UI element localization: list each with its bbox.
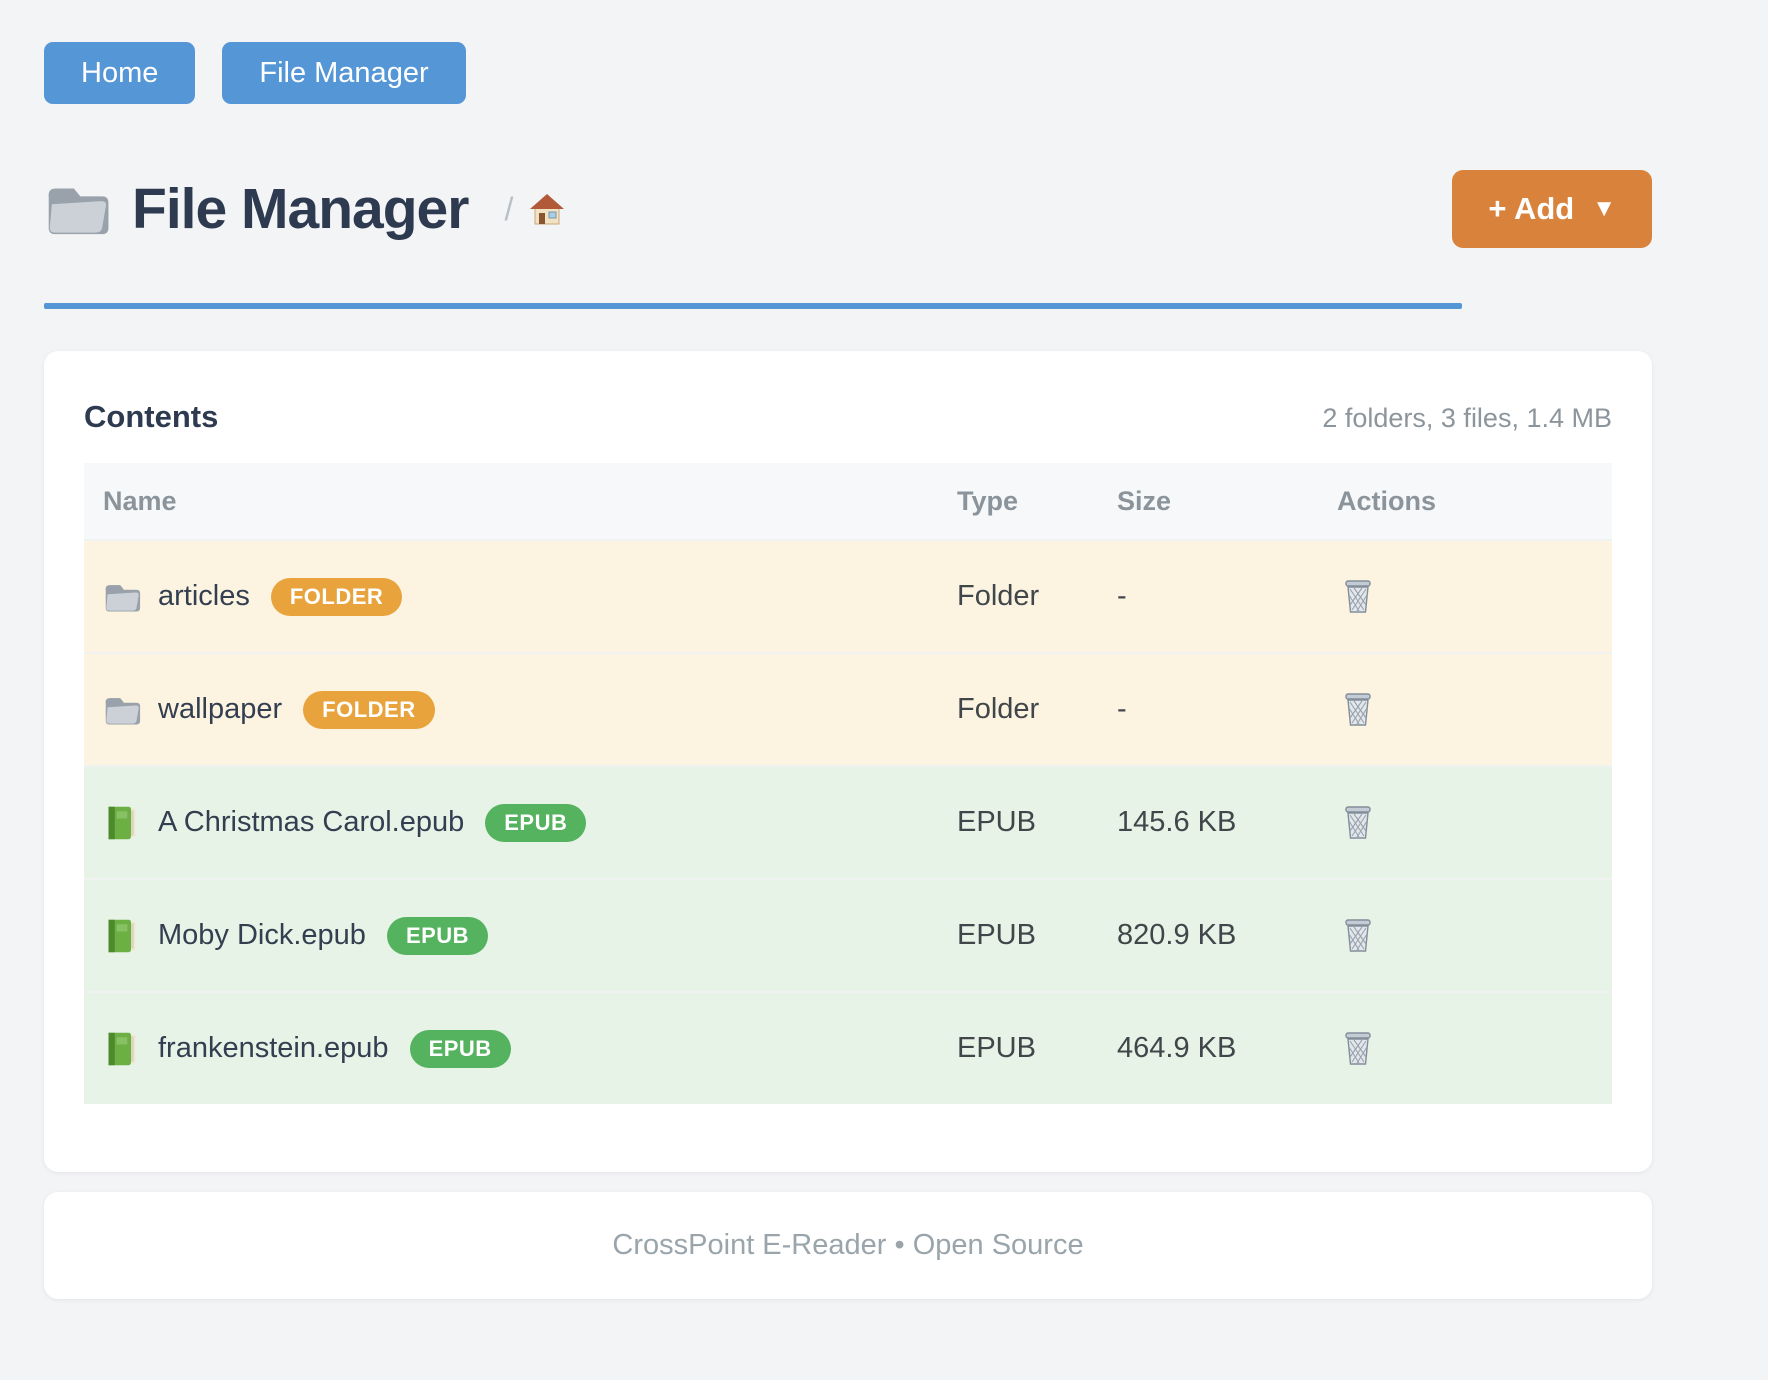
column-header-size: Size (1117, 485, 1172, 516)
column-header-type: Type (957, 485, 1019, 516)
file-name-link[interactable]: Moby Dick.epub (158, 919, 366, 951)
delete-button[interactable] (1341, 804, 1375, 841)
folder-badge: FOLDER (303, 690, 435, 729)
trash-icon (1345, 693, 1371, 726)
contents-card-header: Contents 2 folders, 3 files, 1.4 MB (84, 391, 1612, 463)
size-cell: 820.9 KB (1117, 919, 1237, 951)
header-divider (44, 303, 1462, 309)
house-icon[interactable] (527, 189, 567, 229)
file-name-link[interactable]: A Christmas Carol.epub (158, 806, 465, 838)
trash-icon (1345, 580, 1371, 613)
file-manager-page: Home File Manager File Manager / + Add ▼… (44, 42, 1768, 1299)
footer-text: CrossPoint E-Reader • Open Source (612, 1229, 1084, 1261)
table-header-row: Name Type Size Actions (84, 463, 1612, 539)
table-row: wallpaper FOLDER Folder - (84, 652, 1612, 765)
breadcrumb: / (504, 189, 567, 229)
add-button[interactable]: + Add ▼ (1452, 170, 1652, 248)
delete-button[interactable] (1341, 917, 1375, 954)
folder-badge: FOLDER (270, 577, 403, 616)
size-cell: - (1117, 693, 1127, 725)
contents-summary: 2 folders, 3 files, 1.4 MB (1322, 403, 1612, 433)
open-folder-icon (48, 188, 109, 235)
file-name-link[interactable]: frankenstein.epub (158, 1032, 389, 1064)
caret-down-icon: ▼ (1592, 195, 1616, 222)
type-cell: EPUB (957, 806, 1036, 838)
trash-icon (1345, 806, 1371, 839)
top-nav: Home File Manager (44, 42, 1768, 104)
book-icon (108, 919, 136, 952)
delete-button[interactable] (1341, 1030, 1375, 1067)
table-row: articles FOLDER Folder - (84, 539, 1612, 652)
trash-icon (1345, 1032, 1371, 1065)
table-row: frankenstein.epub EPUB EPUB 464.9 KB (84, 991, 1612, 1104)
size-cell: - (1117, 580, 1127, 612)
column-header-name: Name (103, 485, 177, 516)
delete-button[interactable] (1341, 578, 1375, 615)
folder-icon (105, 697, 141, 724)
table-row: Moby Dick.epub EPUB EPUB 820.9 KB (84, 878, 1612, 991)
delete-button[interactable] (1341, 691, 1375, 728)
contents-card: Contents 2 folders, 3 files, 1.4 MB Name… (44, 351, 1652, 1172)
epub-badge: EPUB (386, 916, 489, 955)
size-cell: 145.6 KB (1117, 806, 1237, 838)
table-row: A Christmas Carol.epub EPUB EPUB 145.6 K… (84, 765, 1612, 878)
page-title-group: File Manager / (44, 176, 567, 242)
column-header-actions: Actions (1337, 485, 1437, 516)
folder-icon (105, 584, 141, 611)
page-header: File Manager / + Add ▼ (44, 170, 1652, 248)
type-cell: EPUB (957, 919, 1036, 951)
type-cell: EPUB (957, 1032, 1036, 1064)
nav-file-manager-button[interactable]: File Manager (222, 42, 466, 104)
type-cell: Folder (957, 693, 1040, 725)
trash-icon (1345, 919, 1371, 952)
type-cell: Folder (957, 580, 1040, 612)
book-icon (108, 806, 136, 839)
folder-name-link[interactable]: articles (158, 580, 250, 612)
nav-home-button[interactable]: Home (44, 42, 196, 104)
epub-badge: EPUB (409, 1029, 511, 1068)
footer-card: CrossPoint E-Reader • Open Source (44, 1192, 1652, 1299)
page-title: File Manager (132, 177, 469, 241)
size-cell: 464.9 KB (1117, 1032, 1237, 1064)
add-button-label: + Add (1488, 191, 1575, 226)
folder-name-link[interactable]: wallpaper (158, 693, 283, 725)
breadcrumb-separator: / (504, 190, 514, 227)
epub-badge: EPUB (485, 803, 587, 842)
file-table: Name Type Size Actions articles FOLDER F… (84, 463, 1612, 1104)
contents-heading: Contents (84, 399, 219, 434)
book-icon (108, 1032, 136, 1065)
